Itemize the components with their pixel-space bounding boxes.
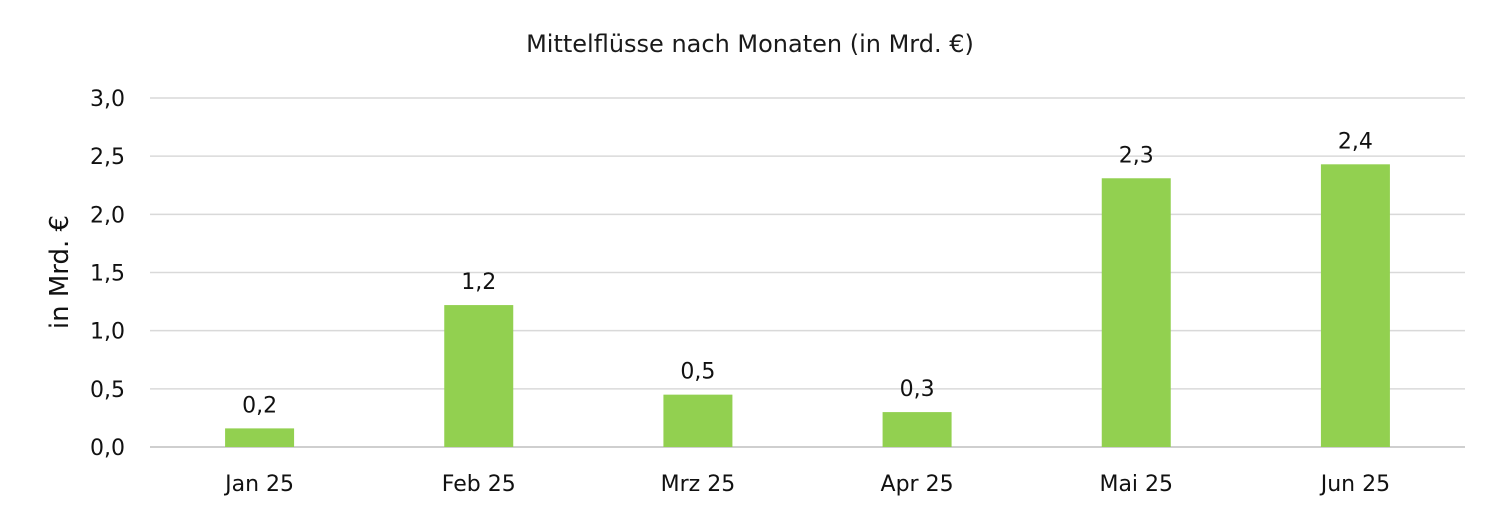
bars: [225, 164, 1390, 447]
y-tick-label: 2,0: [90, 203, 125, 228]
data-label: 2,4: [1338, 129, 1373, 154]
y-tick-label: 1,5: [90, 262, 125, 287]
bar: [882, 412, 952, 447]
data-label: 0,5: [680, 360, 715, 385]
y-tick-label: 1,0: [90, 320, 125, 345]
y-tick-label: 0,0: [90, 436, 125, 461]
chart-title: Mittelflüsse nach Monaten (in Mrd. €): [526, 30, 974, 58]
x-tick-label: Jan 25: [223, 472, 294, 497]
y-axis-label: in Mrd. €: [45, 215, 75, 329]
bar: [225, 428, 295, 447]
y-tick-label: 2,5: [90, 145, 125, 170]
x-tick-label: Mai 25: [1099, 472, 1173, 497]
data-label: 1,2: [461, 270, 496, 295]
gridlines: [150, 97, 1465, 448]
y-tick-label: 0,5: [90, 378, 125, 403]
x-axis-ticks: Jan 25 Feb 25 Mrz 25 Apr 25 Mai 25 Jun 25: [223, 472, 1390, 497]
x-tick-label: Feb 25: [442, 472, 516, 497]
bar: [1320, 164, 1390, 447]
data-label: 0,2: [242, 393, 277, 418]
x-tick-label: Mrz 25: [661, 472, 736, 497]
data-labels: 0,2 1,2 0,5 0,3 2,3 2,4: [242, 129, 1373, 418]
y-tick-label: 3,0: [90, 87, 125, 112]
bar: [444, 305, 514, 447]
bar: [663, 394, 733, 447]
data-label: 0,3: [900, 377, 935, 402]
data-label: 2,3: [1119, 143, 1154, 168]
x-tick-label: Apr 25: [881, 472, 954, 497]
bar: [1101, 178, 1171, 447]
y-axis-ticks: 0,0 0,5 1,0 1,5 2,0 2,5 3,0: [90, 87, 125, 461]
x-tick-label: Jun 25: [1319, 472, 1390, 497]
